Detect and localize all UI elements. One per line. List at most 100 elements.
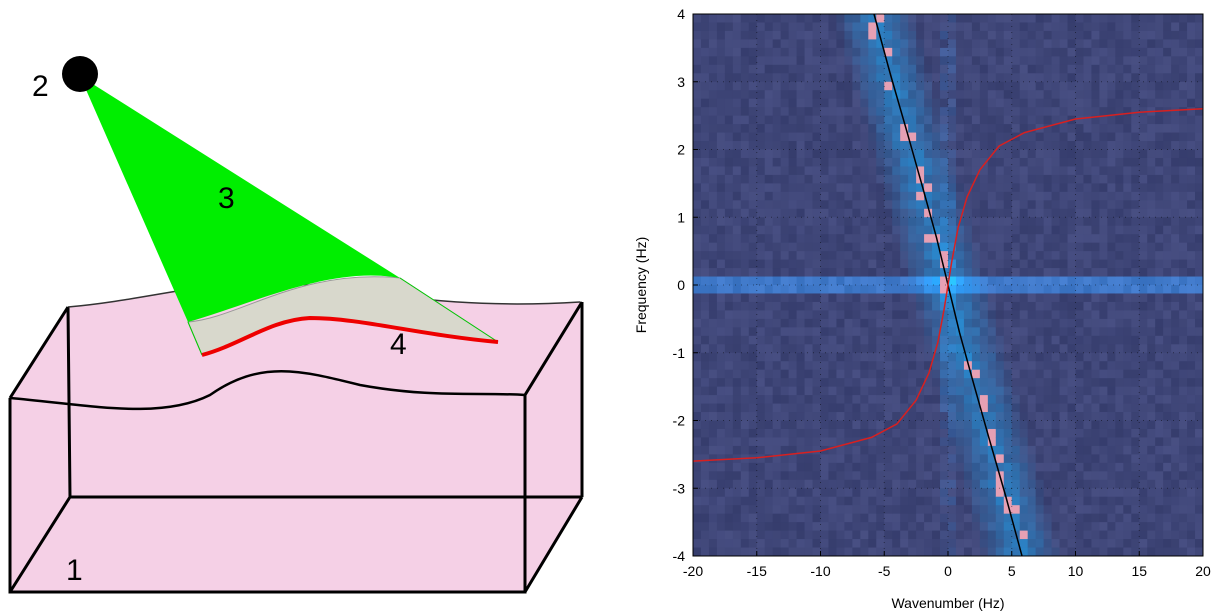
heatmap-cell (868, 496, 877, 506)
heatmap-cell (884, 327, 893, 337)
heatmap-cell (868, 234, 877, 244)
heatmap-cell (700, 412, 710, 421)
heatmap-cell (987, 157, 997, 167)
heatmap-cell (804, 378, 813, 388)
heatmap-cell (1035, 64, 1045, 74)
heatmap-cell (740, 149, 750, 159)
heatmap-cell (979, 301, 989, 311)
heatmap-cell (732, 141, 742, 150)
heatmap-cell (932, 73, 941, 83)
heatmap-cell (955, 141, 965, 150)
heatmap-cell (1115, 276, 1124, 286)
heatmap-cell (852, 395, 861, 404)
heatmap-cell (1139, 479, 1148, 489)
heatmap-cell (900, 259, 909, 269)
heatmap-cell (732, 479, 742, 489)
heatmap-cell (1011, 64, 1021, 74)
heatmap-cell (979, 361, 989, 371)
heatmap-cell (740, 403, 750, 413)
heatmap-cell (876, 107, 885, 117)
heatmap-cell (1171, 115, 1180, 125)
heatmap-cell (764, 445, 774, 455)
heatmap-cell (1123, 174, 1132, 184)
heatmap-cell (740, 496, 750, 506)
heatmap-cell (693, 454, 702, 464)
heatmap-cell (788, 157, 797, 167)
heatmap-cell (876, 149, 885, 159)
heatmap-cell (852, 200, 861, 210)
heatmap-cell (900, 22, 909, 32)
heatmap-cell (804, 386, 813, 396)
heatmap-cell (924, 183, 933, 193)
heatmap-cell (924, 488, 933, 498)
heatmap-cell (1027, 335, 1037, 345)
heatmap-cell (732, 107, 742, 117)
heatmap-cell (932, 149, 941, 159)
heatmap-cell (804, 428, 813, 438)
heatmap-cell (948, 301, 957, 311)
heatmap-cell (788, 268, 797, 277)
heatmap-cell (963, 217, 973, 227)
heatmap-cell (948, 335, 957, 345)
heatmap-cell (1171, 369, 1180, 379)
heatmap-cell (860, 386, 869, 396)
heatmap-cell (916, 327, 925, 337)
heatmap-cell (1051, 90, 1060, 100)
heatmap-cell (796, 369, 805, 379)
heatmap-cell (1051, 98, 1060, 108)
heatmap-cell (716, 352, 726, 362)
heatmap-cell (804, 462, 813, 472)
heatmap-cell (860, 124, 869, 133)
heatmap-cell (748, 445, 758, 455)
heatmap-cell (812, 200, 821, 210)
heatmap-cell (1091, 268, 1100, 277)
heatmap-cell (916, 301, 925, 311)
heatmap-cell (948, 445, 957, 455)
heatmap-cell (860, 22, 869, 32)
heatmap-cell (820, 242, 829, 252)
heatmap-cell (892, 200, 901, 210)
heatmap-cell (1195, 335, 1203, 345)
heatmap-cell (924, 14, 933, 23)
heatmap-cell (1019, 30, 1029, 40)
heatmap-cell (908, 462, 917, 472)
heatmap-cell (724, 428, 734, 438)
heatmap-cell (1083, 412, 1092, 421)
heatmap-cell (1075, 462, 1084, 472)
heatmap-cell (948, 22, 957, 32)
heatmap-cell (1147, 547, 1156, 556)
heatmap-cell (1099, 200, 1108, 210)
heatmap-cell (1027, 107, 1037, 117)
heatmap-cell (995, 234, 1005, 244)
heatmap-cell (740, 352, 750, 362)
heatmap-cell (1051, 115, 1060, 125)
heatmap-cell (916, 454, 925, 464)
y-tick-label: -1 (673, 345, 686, 361)
heatmap-cell (812, 420, 821, 430)
x-tick-label: 15 (1131, 563, 1147, 579)
heatmap-cell (1131, 454, 1140, 464)
heatmap-cell (1171, 183, 1180, 193)
heatmap-cell (820, 225, 829, 235)
heatmap-cell (963, 107, 973, 117)
heatmap-cell (732, 344, 742, 354)
heatmap-cell (1123, 369, 1132, 379)
heatmap-cell (1139, 115, 1148, 125)
heatmap-cell (1163, 471, 1172, 481)
heatmap-cell (876, 505, 885, 515)
heatmap-cell (796, 98, 805, 108)
heatmap-cell (963, 208, 973, 218)
heatmap-cell (732, 428, 742, 438)
heatmap-cell (820, 191, 829, 201)
heatmap-cell (700, 318, 710, 328)
heatmap-cell (955, 90, 965, 100)
heatmap-cell (732, 301, 742, 311)
heatmap-cell (1075, 174, 1084, 184)
heatmap-cell (852, 132, 861, 142)
heatmap-cell (1051, 488, 1060, 498)
heatmap-cell (924, 301, 933, 311)
heatmap-cell (940, 73, 949, 83)
heatmap-cell (900, 30, 909, 40)
heatmap-cell (1107, 547, 1116, 556)
heatmap-cell (804, 22, 813, 32)
